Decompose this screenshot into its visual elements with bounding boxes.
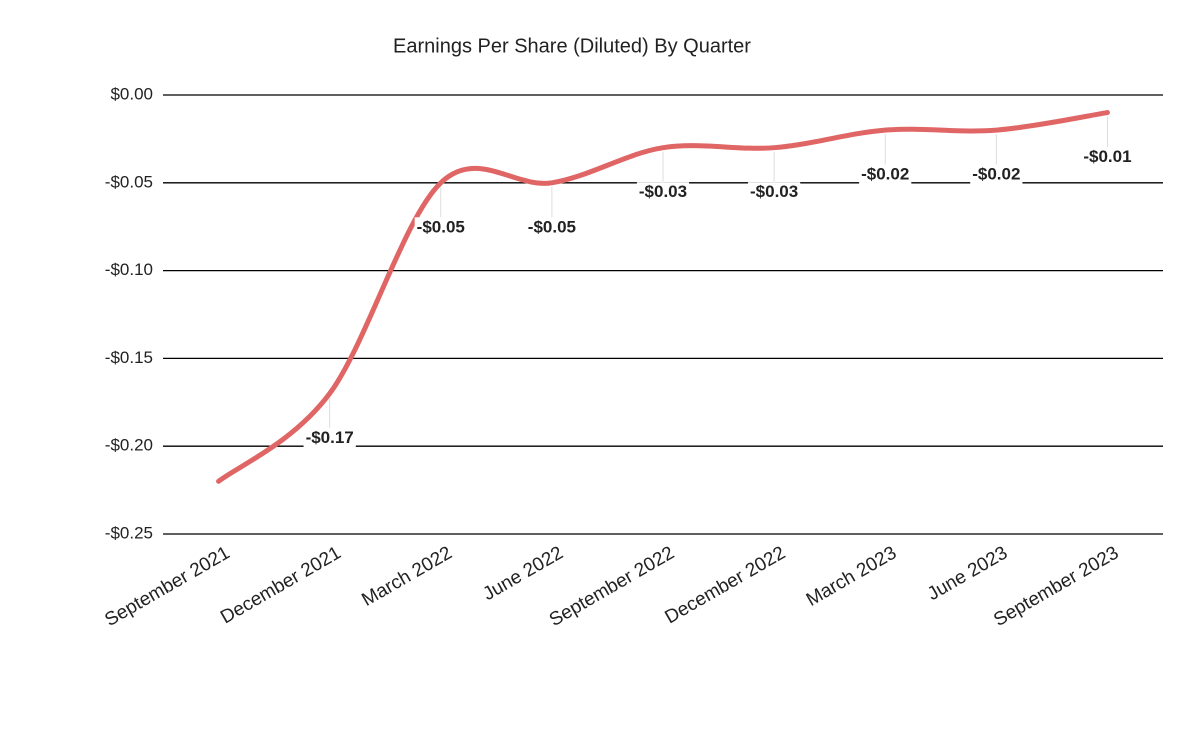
data-label: -$0.01 <box>1083 147 1131 166</box>
y-tick-label: -$0.20 <box>105 436 153 455</box>
label-background <box>525 217 578 237</box>
label-background <box>636 182 690 202</box>
label-background <box>1081 147 1134 167</box>
y-tick-label: $0.00 <box>110 84 153 103</box>
x-tick-label: March 2022 <box>358 542 455 610</box>
plot <box>216 110 1110 484</box>
label-background <box>859 164 912 184</box>
x-tick-label: December 2021 <box>217 542 345 628</box>
y-tick-label: -$0.25 <box>105 523 153 542</box>
x-tick-label: December 2022 <box>662 542 790 628</box>
data-label: -$0.17 <box>306 428 354 447</box>
label-background <box>970 164 1023 184</box>
y-tick-label: -$0.15 <box>105 348 153 367</box>
label-background <box>414 217 467 237</box>
x-tick-label: September 2021 <box>101 542 233 630</box>
y-tick-label: -$0.10 <box>105 260 153 279</box>
label-background <box>303 428 356 448</box>
x-tick-label: March 2023 <box>803 542 900 610</box>
x-tick-label: June 2022 <box>480 542 567 605</box>
chart-title: Earnings Per Share (Diluted) By Quarter <box>393 35 751 57</box>
data-label: -$0.05 <box>528 217 576 236</box>
x-tick-label: June 2023 <box>924 542 1011 605</box>
data-label: -$0.02 <box>972 165 1020 184</box>
label-background <box>748 182 801 202</box>
x-tick-label: September 2022 <box>546 542 678 630</box>
line <box>216 110 1110 484</box>
data-label: -$0.03 <box>639 182 687 201</box>
data-label: -$0.03 <box>750 182 798 201</box>
data-label: -$0.02 <box>861 165 909 184</box>
data-label: -$0.05 <box>417 217 465 236</box>
labels: -$0.17 -$0.05 -$0.05 -$0.03 -$0.03 -$0.02 -$0.… <box>303 116 1134 448</box>
x-tick-label: September 2023 <box>990 542 1122 630</box>
y-tick-label: -$0.05 <box>105 172 153 191</box>
